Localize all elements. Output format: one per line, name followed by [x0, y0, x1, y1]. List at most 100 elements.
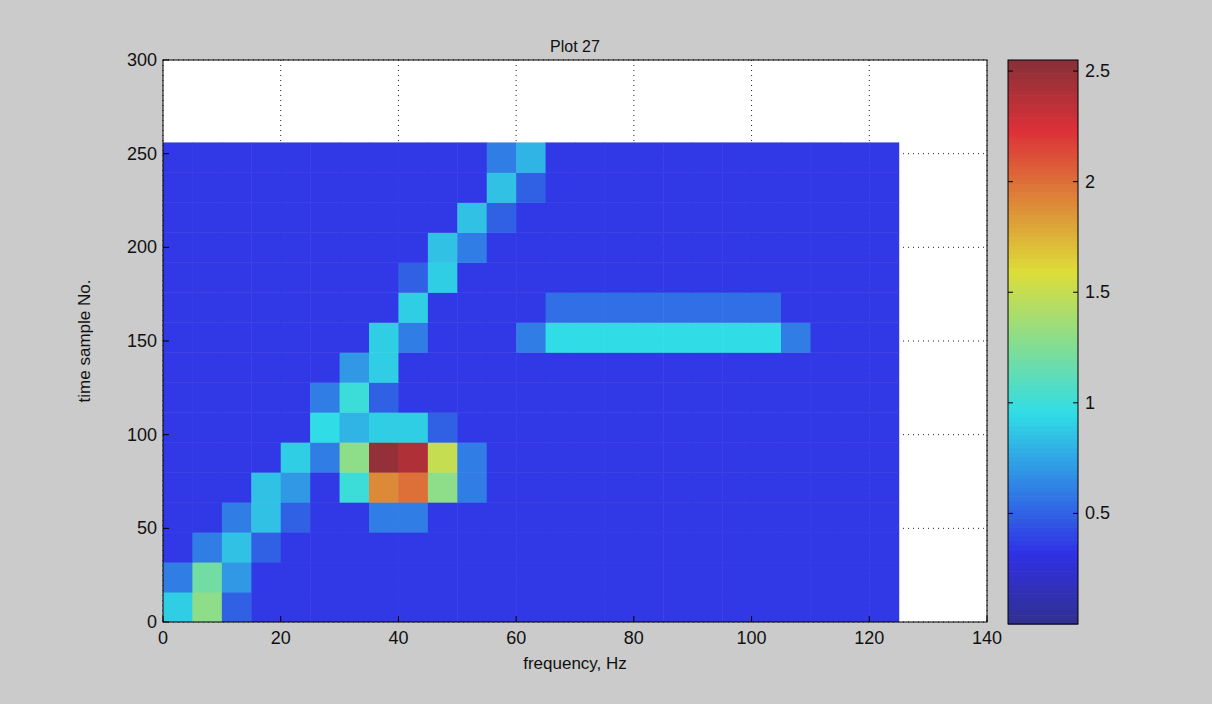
heat-cell [487, 202, 517, 232]
heat-cell [310, 172, 340, 202]
heat-cell [310, 562, 340, 592]
heat-cell [222, 142, 252, 172]
heat-cell [340, 502, 370, 532]
heat-cell [693, 472, 723, 502]
heat-cell [663, 472, 693, 502]
heat-cell [634, 292, 664, 322]
colorbar-swatch [1008, 417, 1078, 422]
y-axis-title: time sample No. [75, 280, 94, 403]
heat-cell [546, 562, 576, 592]
heat-cell [869, 532, 899, 562]
colorbar-swatch [1008, 157, 1078, 162]
heat-cell [457, 292, 487, 322]
heat-cell [604, 322, 634, 352]
colorbar-swatch [1008, 82, 1078, 87]
colorbar-swatch [1008, 91, 1078, 96]
colorbar-swatch [1008, 509, 1078, 514]
heat-cell [810, 442, 840, 472]
heat-cell [369, 292, 399, 322]
heat-cell [752, 262, 782, 292]
x-tick-label: 20 [271, 628, 291, 648]
heat-cell [634, 172, 664, 202]
heat-cell [369, 262, 399, 292]
heat-cell [840, 412, 870, 442]
colorbar-swatch [1008, 249, 1078, 254]
heat-cell [516, 502, 546, 532]
heat-cell [340, 292, 370, 322]
y-tick-label: 50 [137, 518, 157, 538]
heat-cell [634, 532, 664, 562]
heat-cell [281, 262, 311, 292]
heat-cell [310, 412, 340, 442]
tick [163, 341, 169, 342]
heat-cell [340, 412, 370, 442]
heat-cell [516, 442, 546, 472]
heat-cell [604, 442, 634, 472]
colorbar-swatch [1008, 523, 1078, 528]
colorbar-swatch [1008, 236, 1078, 241]
colorbar-swatch [1008, 448, 1078, 453]
tick [987, 616, 988, 622]
heat-cell [251, 322, 281, 352]
heat-cell [428, 562, 458, 592]
heat-cell [428, 502, 458, 532]
heat-cell [810, 412, 840, 442]
colorbar-swatch [1008, 549, 1078, 554]
heat-cell [457, 232, 487, 262]
heat-cell [251, 442, 281, 472]
heat-cell [781, 412, 811, 442]
heat-cell [222, 172, 252, 202]
colorbar-swatch [1008, 606, 1078, 611]
colorbar-swatch [1008, 131, 1078, 136]
colorbar-swatch [1008, 615, 1078, 620]
colorbar-swatch [1008, 219, 1078, 224]
heat-cell [546, 202, 576, 232]
heat-cell [722, 262, 752, 292]
heat-cell [398, 232, 428, 262]
heat-cell [604, 262, 634, 292]
heat-cell [310, 232, 340, 262]
heat-cell [840, 352, 870, 382]
heat-cell [781, 292, 811, 322]
colorbar-swatch [1008, 210, 1078, 215]
colorbar-swatch [1008, 342, 1078, 347]
heat-cell [781, 352, 811, 382]
heat-cell [251, 202, 281, 232]
heat-cell [340, 472, 370, 502]
tick [516, 616, 517, 622]
heat-cell [516, 172, 546, 202]
heat-cell [663, 352, 693, 382]
heat-cell [310, 592, 340, 622]
heat-cell [222, 562, 252, 592]
colorbar-tick [1073, 513, 1078, 514]
colorbar-tick-label: 1 [1085, 393, 1095, 413]
colorbar-swatch [1008, 316, 1078, 321]
heat-cell [281, 592, 311, 622]
heat-cell [398, 322, 428, 352]
heat-cell [516, 532, 546, 562]
colorbar-swatch [1008, 589, 1078, 594]
heat-cell [163, 442, 193, 472]
heat-cell [634, 472, 664, 502]
heat-cell [487, 532, 517, 562]
heat-cell [310, 142, 340, 172]
heat-cell [251, 502, 281, 532]
heat-cell [398, 562, 428, 592]
heat-cell [340, 232, 370, 262]
heat-cell [516, 382, 546, 412]
heat-cell [810, 532, 840, 562]
colorbar-swatch [1008, 567, 1078, 572]
colorbar-swatch [1008, 201, 1078, 206]
colorbar-tick [1008, 71, 1013, 72]
heat-cell [369, 352, 399, 382]
colorbar-tick [1073, 402, 1078, 403]
heat-cell [487, 232, 517, 262]
heat-cell [693, 232, 723, 262]
colorbar-tick [1008, 402, 1013, 403]
tick [751, 616, 752, 622]
heat-cell [251, 412, 281, 442]
heat-cell [428, 262, 458, 292]
heat-cell [457, 532, 487, 562]
colorbar-swatch [1008, 214, 1078, 219]
x-tick-label: 60 [506, 628, 526, 648]
